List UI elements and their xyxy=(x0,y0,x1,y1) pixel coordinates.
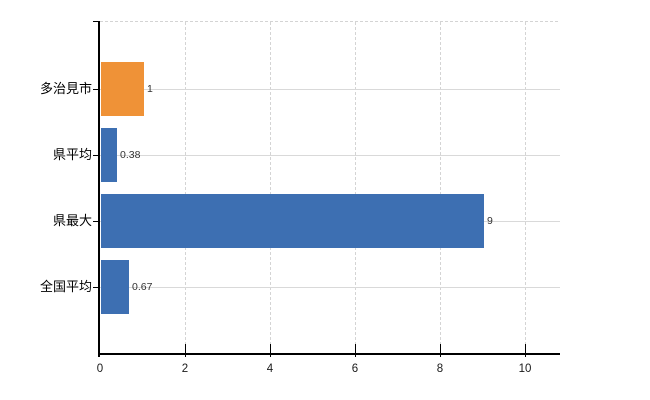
x-axis-tick-label: 6 xyxy=(351,363,359,375)
bar-0 xyxy=(101,62,144,116)
bar-3 xyxy=(101,260,129,314)
vertical-gridline xyxy=(525,22,526,354)
x-axis-tick xyxy=(440,344,441,357)
category-label: 県平均 xyxy=(52,147,92,162)
y-axis-tick xyxy=(93,221,100,222)
x-axis-tick-label: 8 xyxy=(436,363,444,375)
horizontal-gridline xyxy=(100,287,560,288)
x-axis-tick-label: 0 xyxy=(96,363,104,375)
y-axis-end-tick xyxy=(93,21,100,22)
x-axis-tick-label: 2 xyxy=(181,363,189,375)
bar-1 xyxy=(101,128,117,182)
y-axis-tick xyxy=(93,89,100,90)
x-axis-tick-label: 10 xyxy=(518,363,532,375)
x-axis-line xyxy=(98,353,560,355)
bar-value-label: 1 xyxy=(147,83,153,95)
horizontal-gridline xyxy=(100,89,560,90)
category-label: 全国平均 xyxy=(39,279,92,294)
vertical-gridline xyxy=(355,22,356,354)
plot-top-border xyxy=(100,21,560,22)
x-axis-tick-label: 4 xyxy=(266,363,274,375)
y-axis-line xyxy=(98,21,100,357)
x-axis-tick xyxy=(355,344,356,357)
bar-value-label: 0.67 xyxy=(132,281,153,293)
y-axis-tick xyxy=(93,155,100,156)
vertical-gridline xyxy=(440,22,441,354)
category-label: 多治見市 xyxy=(39,81,92,96)
bar-value-label: 9 xyxy=(487,215,493,227)
bar-value-label: 0.38 xyxy=(120,149,141,161)
x-axis-tick xyxy=(525,344,526,357)
bar-2 xyxy=(101,194,484,248)
horizontal-gridline xyxy=(100,155,560,156)
vertical-gridline xyxy=(270,22,271,354)
y-axis-tick xyxy=(93,287,100,288)
x-axis-tick xyxy=(270,344,271,357)
category-label: 県最大 xyxy=(52,213,92,228)
x-axis-tick xyxy=(185,344,186,357)
vertical-gridline xyxy=(185,22,186,354)
